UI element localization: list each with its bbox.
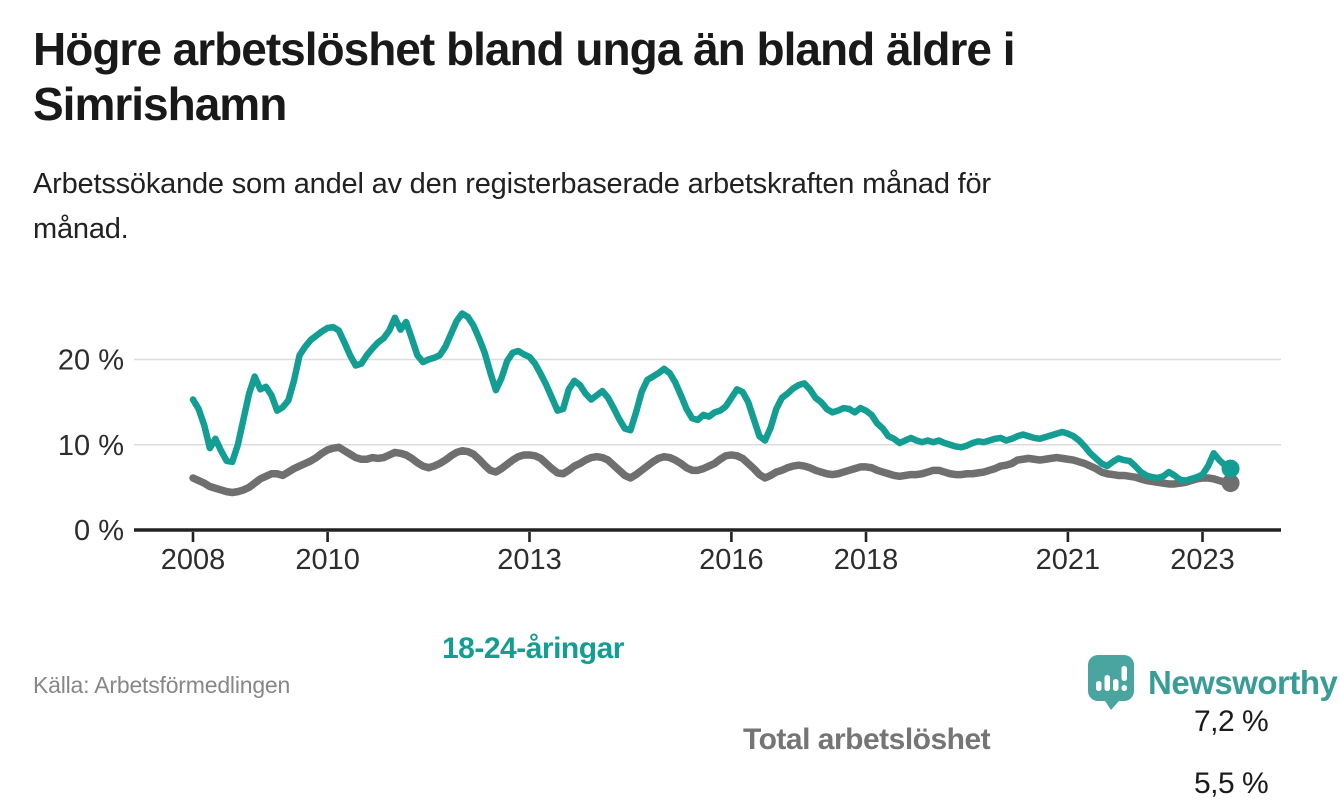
series-label-youth: 18-24-åringar — [442, 632, 624, 665]
x-tick-label-2018: 2018 — [834, 544, 899, 576]
bar-chart-icon — [1096, 666, 1127, 691]
y-tick-label-20: 20 % — [58, 345, 124, 377]
line-chart-canvas: 2008 2010 2013 2016 2018 2021 2023 0 % 10 % 20 % — [58, 310, 1281, 576]
y-tick-label-0: 0 % — [74, 515, 124, 547]
series-lines — [189, 310, 1240, 497]
chart-subtitle-line-1: Arbetssökande som andel av den registerb… — [33, 168, 991, 200]
chart-subtitle: Arbetssökande som andel av den registerb… — [33, 162, 1293, 252]
page-title-line-2: Simrishamn — [33, 78, 287, 130]
end-dot-total — [1221, 474, 1240, 493]
end-dot-youth — [1221, 459, 1240, 478]
y-tick-label-10: 10 % — [58, 430, 124, 462]
x-axis: 2008 2010 2013 2016 2018 2021 2023 0 % 10 % 20 % — [58, 345, 1281, 576]
line-chart: 2008 2010 2013 2016 2018 2021 2023 0 % 10 % 20 % … — [0, 278, 1340, 799]
x-tick-label-2021: 2021 — [1036, 544, 1101, 576]
series-label-total: Total arbetslöshet — [743, 723, 991, 756]
newsworthy-logo-text: Newsworthy — [1148, 663, 1338, 701]
source-attribution: Källa: Arbetsförmedlingen — [33, 672, 291, 698]
x-tick-label-2013: 2013 — [497, 544, 562, 576]
newsworthy-logo: Newsworthy — [1086, 653, 1338, 711]
gridlines — [134, 358, 1281, 446]
page-title: Högre arbetslöshet bland unga än bland ä… — [33, 22, 1313, 132]
page-title-line-1: Högre arbetslöshet bland unga än bland ä… — [33, 23, 1016, 75]
end-value-label-youth: 7,2 % — [1194, 705, 1269, 738]
x-tick-label-2010: 2010 — [295, 544, 360, 576]
x-tick-label-2016: 2016 — [699, 544, 764, 576]
x-tick-label-2023: 2023 — [1170, 544, 1235, 576]
end-value-label-total: 5,5 % — [1194, 767, 1269, 800]
speech-bubble-shape — [1088, 655, 1134, 710]
newsworthy-logo-icon — [1088, 655, 1134, 710]
series-line-total — [189, 443, 1235, 497]
series-line-youth — [189, 310, 1234, 484]
chart-subtitle-line-2: månad. — [33, 213, 129, 245]
x-tick-label-2008: 2008 — [161, 544, 226, 576]
